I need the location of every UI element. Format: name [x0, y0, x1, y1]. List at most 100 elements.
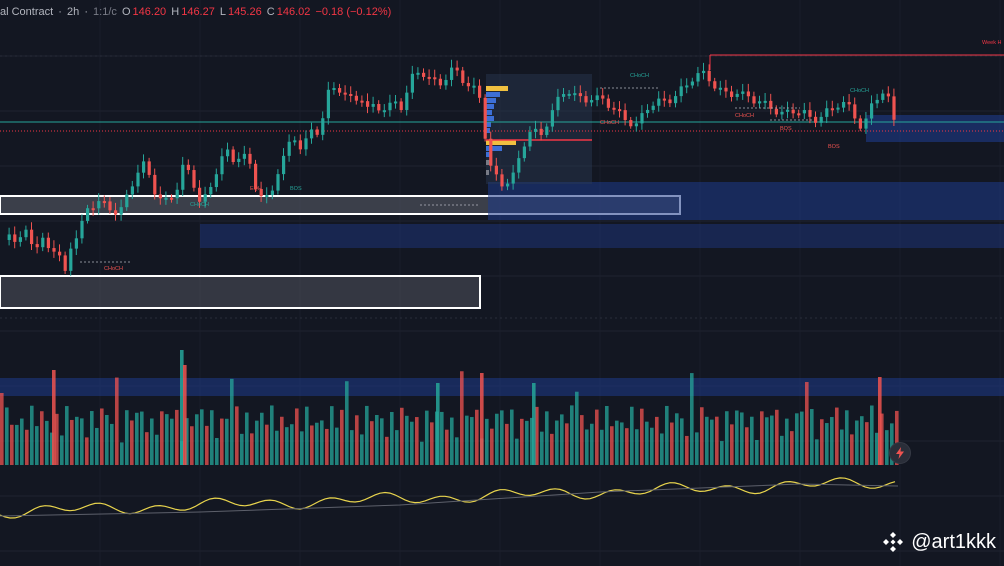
volume-bar: [855, 420, 859, 465]
volume-bar: [85, 437, 89, 465]
replay-flash-button[interactable]: [889, 442, 911, 464]
symbol-name[interactable]: al Contract: [0, 6, 54, 18]
candle-body: [360, 100, 364, 103]
volume-bar: [550, 433, 554, 465]
volume-bar: [785, 418, 789, 465]
volume-bar: [570, 405, 574, 465]
candle-body: [198, 187, 202, 202]
volume-bar: [400, 407, 404, 465]
candles: [7, 59, 896, 276]
volume-bar: [625, 428, 629, 465]
watermark-handle: @art1kkk: [911, 530, 996, 553]
candle-body: [438, 78, 442, 86]
candle-body: [455, 67, 459, 71]
candle-body: [102, 201, 106, 204]
volume-bar: [615, 420, 619, 465]
volume-bar: [105, 414, 109, 465]
structure-label: Week H: [982, 40, 1001, 46]
volume-bar: [265, 424, 269, 465]
volume-bar: [210, 410, 214, 465]
volume-bar: [275, 430, 279, 465]
volume-bar: [355, 415, 359, 465]
candle-body: [433, 77, 437, 80]
volume-bar: [45, 420, 49, 465]
volume-profile-bar: [486, 104, 494, 109]
volume-bar: [520, 418, 524, 465]
volume-bar: [190, 426, 194, 465]
high-value: 146.27: [181, 6, 215, 18]
volume-bar: [660, 433, 664, 465]
volume-bar: [115, 377, 119, 465]
volume-bar: [605, 405, 609, 465]
candle-body: [186, 164, 190, 171]
candle-body: [769, 100, 773, 109]
structure-label: BOS: [780, 126, 792, 132]
interval[interactable]: 2h: [67, 6, 80, 18]
volume-bar: [120, 442, 124, 465]
volume-bar: [60, 435, 64, 465]
candle-body: [567, 93, 571, 96]
candle-body: [814, 116, 818, 123]
volume-bar: [165, 414, 169, 465]
volume-bar: [35, 426, 39, 465]
volume-bar: [530, 417, 534, 465]
volume-bar: [395, 430, 399, 465]
volume-bar: [665, 405, 669, 465]
volume-bar: [25, 429, 29, 465]
volume-bar: [55, 413, 59, 465]
volume-bar: [700, 407, 704, 465]
candle-body: [214, 174, 218, 188]
lightning-icon: [896, 447, 904, 459]
candle-body: [119, 207, 123, 215]
blue-zone: [866, 115, 1004, 142]
volume-bar: [755, 439, 759, 465]
candle-body: [13, 234, 17, 242]
volume-bar: [100, 408, 104, 465]
candle-body: [791, 109, 795, 114]
candle-body: [63, 255, 67, 271]
structure-label: EQH: [250, 186, 262, 192]
structure-label: CHoCH: [190, 202, 209, 208]
candle-body: [870, 103, 874, 119]
candle-body: [545, 126, 549, 135]
volume-bar: [580, 415, 584, 465]
volume-profile-bar: [486, 160, 490, 165]
volume-bar: [460, 371, 464, 465]
structure-label: CHoCH: [600, 120, 619, 126]
structure-label: CHoCH: [850, 88, 869, 94]
candle-body: [875, 99, 879, 104]
candle-body: [354, 95, 358, 101]
candle-body: [674, 96, 678, 104]
volume-bar: [260, 412, 264, 465]
candle-body: [416, 72, 420, 75]
candle-body: [707, 70, 711, 82]
volume-bar: [455, 437, 459, 465]
volume-bar: [335, 427, 339, 465]
candle-body: [270, 190, 274, 196]
candle-body: [192, 170, 196, 188]
low-value: 145.26: [228, 6, 262, 18]
volume-bar: [770, 415, 774, 465]
candle-body: [422, 72, 426, 77]
volume-bar: [300, 431, 304, 465]
candle-body: [735, 93, 739, 97]
volume-profile-bar: [486, 146, 502, 151]
volume-bar: [195, 414, 199, 465]
candle-body: [237, 158, 241, 163]
volume-bar: [285, 427, 289, 465]
candle-body: [461, 70, 465, 83]
volume-profile-bar: [486, 86, 508, 91]
symbol-legend: al Contract · 2h · 1:1/c O 146.20 H 146.27…: [0, 6, 393, 18]
volume-bar: [878, 377, 882, 465]
candle-body: [556, 96, 560, 111]
candle-body: [534, 128, 538, 132]
volume-profile-bar: [486, 116, 494, 121]
volume-bar: [225, 418, 229, 465]
volume-bar: [310, 425, 314, 465]
volume-bar: [5, 407, 9, 465]
volume-bar: [180, 350, 184, 465]
volume-bar: [450, 417, 454, 465]
volume-bar: [235, 406, 239, 465]
